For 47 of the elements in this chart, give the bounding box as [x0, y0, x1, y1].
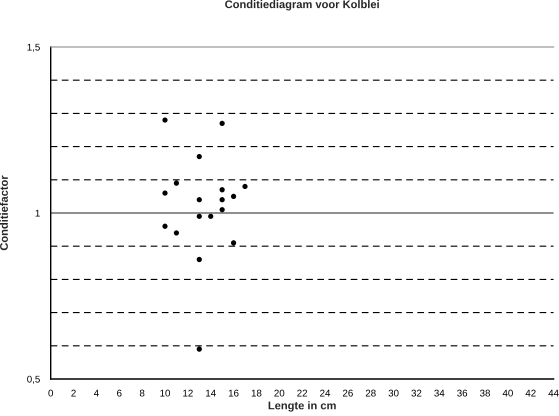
- point: [230, 194, 236, 199]
- point: [196, 256, 202, 262]
- point: [220, 187, 225, 192]
- x-tick-label: 34: [434, 390, 444, 397]
- x-tick-label: 44: [548, 390, 559, 396]
- x-tick-label: 38: [480, 390, 490, 397]
- point: [220, 207, 225, 212]
- point: [220, 120, 225, 126]
- x-tick-label: 22: [297, 390, 308, 396]
- x-tick-label: 28: [366, 390, 376, 397]
- point: [230, 240, 236, 246]
- x-tick-label: 42: [526, 390, 536, 396]
- x-tick-label: 4: [94, 390, 99, 396]
- x-tick-label: 2: [71, 390, 76, 396]
- point: [174, 180, 180, 186]
- x-tick-label: 8: [140, 390, 144, 397]
- x-tick-label: 24: [320, 390, 330, 396]
- point: [162, 224, 168, 229]
- y-tick-label: 1,5: [28, 44, 40, 52]
- point: [196, 346, 202, 352]
- x-tick-label: 20: [274, 390, 284, 397]
- chart-title: Conditiediagram voor Kolblei: [225, 0, 379, 10]
- x-tick-label: 18: [252, 390, 262, 397]
- y-tick-label: 0,5: [27, 376, 40, 384]
- x-tick-label: 12: [183, 390, 193, 396]
- x-tick-label: 6: [117, 390, 122, 397]
- x-tick-label: 30: [388, 390, 399, 397]
- y-tick-label: 1: [36, 210, 40, 217]
- point: [196, 154, 202, 160]
- point: [220, 197, 225, 202]
- x-tick-label: 14: [206, 390, 216, 396]
- point: [174, 230, 180, 236]
- point: [242, 184, 248, 190]
- point: [162, 117, 168, 123]
- point: [162, 190, 168, 196]
- point: [196, 214, 202, 219]
- x-tick-label: 10: [160, 390, 170, 397]
- y-axis-title: Conditiefactor: [0, 176, 8, 250]
- point: [196, 197, 202, 202]
- point: [208, 214, 214, 219]
- x-tick-label: 36: [457, 390, 468, 397]
- x-tick-label: 26: [342, 390, 353, 397]
- x-tick-label: 40: [502, 390, 513, 397]
- x-tick-label: 16: [228, 390, 239, 397]
- x-axis-title: Lengte in cm: [268, 401, 336, 412]
- x-tick-label: 0: [48, 390, 54, 397]
- x-tick-label: 32: [411, 390, 422, 397]
